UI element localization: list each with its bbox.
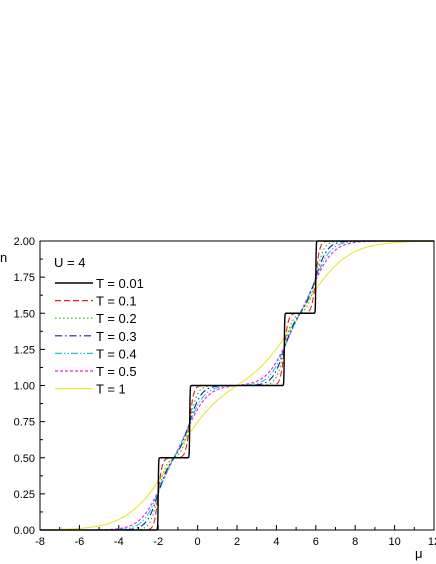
legend-label-3: T = 0.2	[96, 311, 137, 326]
y-tick-label: 2.00	[14, 236, 35, 248]
y-axis-label: n	[0, 250, 7, 265]
y-tick-label: 1.75	[14, 272, 35, 284]
y-tick-label: 1.50	[14, 308, 35, 320]
legend-label-2: T = 0.1	[96, 294, 137, 309]
x-tick-label: -6	[75, 536, 85, 548]
x-tick-label: -2	[153, 536, 163, 548]
x-tick-label: 6	[313, 536, 319, 548]
legend: T = 0.01 T = 0.1 T = 0.2 T = 0.3 T = 0.4 T = …	[55, 276, 144, 397]
y-tick-label: 0.00	[14, 525, 35, 537]
x-tick-label: 4	[273, 536, 279, 548]
legend-label-5: T = 0.4	[96, 346, 137, 361]
annotation-u: U = 4	[54, 255, 85, 270]
x-tick-label: -4	[114, 536, 124, 548]
y-tick-label: 0.75	[14, 417, 35, 429]
y-tick-label: 0.50	[14, 453, 35, 465]
y-tick-label: 1.00	[14, 381, 35, 393]
x-tick-label: 2	[234, 536, 240, 548]
x-tick-label: -8	[35, 536, 45, 548]
x-tick-label: 12	[428, 536, 436, 548]
legend-label-4: T = 0.3	[96, 329, 137, 344]
x-axis-label: μ	[415, 546, 423, 561]
x-tick-label: 8	[352, 536, 358, 548]
y-tick-label: 1.25	[14, 344, 35, 356]
x-tick-label: 0	[195, 536, 201, 548]
y-tick-label: 0.25	[14, 489, 35, 501]
x-tick-label: 10	[388, 536, 400, 548]
axis-ticks: -8 -6 -4 -2 0 2 4 6 8 10 12 0.00 0.25 0.50 0.75 1.00 1.2…	[14, 236, 436, 548]
legend-label-7: T = 1	[96, 382, 126, 397]
legend-label-1: T = 0.01	[96, 276, 144, 291]
legend-label-6: T = 0.5	[96, 364, 137, 379]
